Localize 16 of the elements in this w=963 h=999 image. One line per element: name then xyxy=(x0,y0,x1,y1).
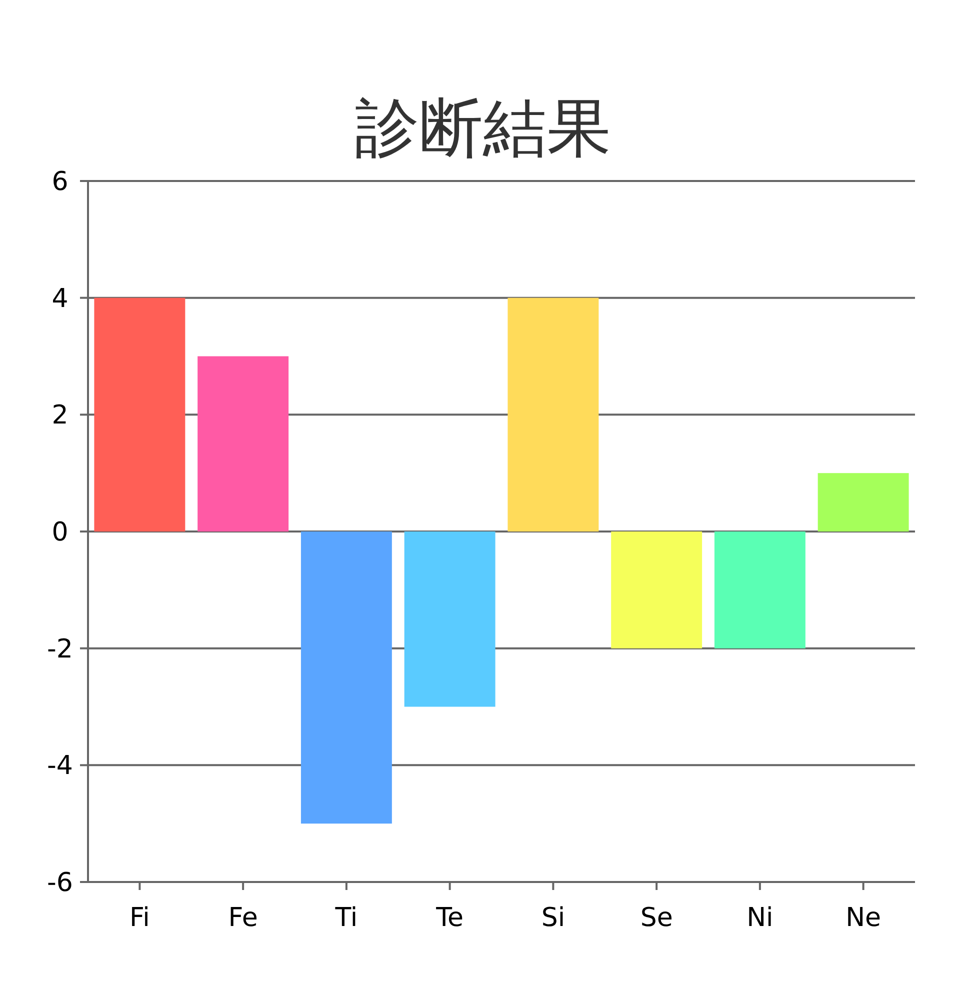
x-tick-label: Fi xyxy=(130,903,150,933)
y-tick-label: -2 xyxy=(47,634,73,664)
y-tick-label: -6 xyxy=(47,868,73,898)
x-tick-label: Si xyxy=(541,903,566,933)
y-tick-label: 2 xyxy=(52,400,68,431)
title: 診断結果 xyxy=(355,92,611,166)
x-tick-label: Ti xyxy=(334,903,358,933)
y-tick-label: 4 xyxy=(52,284,68,314)
y-tick-label: 6 xyxy=(52,167,68,197)
y-tick-label: 0 xyxy=(52,518,68,548)
y-tick-label: -4 xyxy=(47,751,73,782)
x-tick-label: Se xyxy=(640,903,673,933)
x-tick-label: Ni xyxy=(746,903,774,933)
x-tick-label: Fe xyxy=(228,903,258,933)
x-tick-label: Te xyxy=(435,903,464,933)
x-tick-label: Ne xyxy=(846,903,882,933)
